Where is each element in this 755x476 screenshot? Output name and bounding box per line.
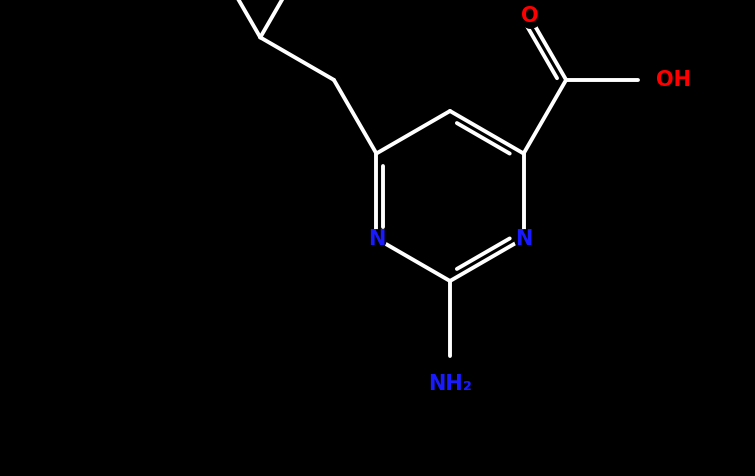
Text: N: N — [368, 228, 385, 248]
Text: O: O — [521, 6, 539, 26]
Text: OH: OH — [655, 70, 691, 90]
Text: N: N — [515, 228, 532, 248]
Text: NH₂: NH₂ — [428, 374, 472, 394]
